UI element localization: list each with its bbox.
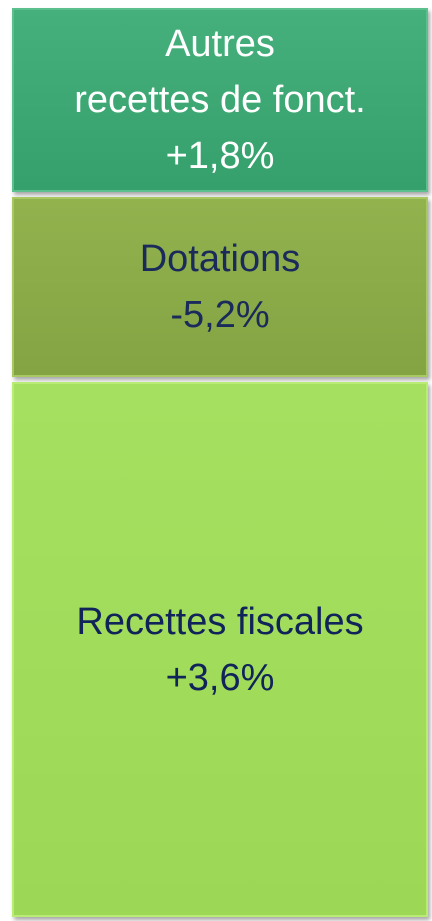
block-label: Recettes fiscales [76,600,364,643]
block-other-revenue: Autres recettes de fonct. +1,8% [12,8,428,192]
block-change: -5,2% [170,294,270,336]
block-tax-revenue: Recettes fiscales +3,6% [12,382,428,917]
block-change: +3,6% [165,656,275,699]
block-grants: Dotations -5,2% [12,197,428,377]
block-label: Dotations [139,238,301,280]
block-change: +1,8% [165,135,275,177]
block-label: Autres [165,23,275,65]
block-label: recettes de fonct. [74,79,366,121]
